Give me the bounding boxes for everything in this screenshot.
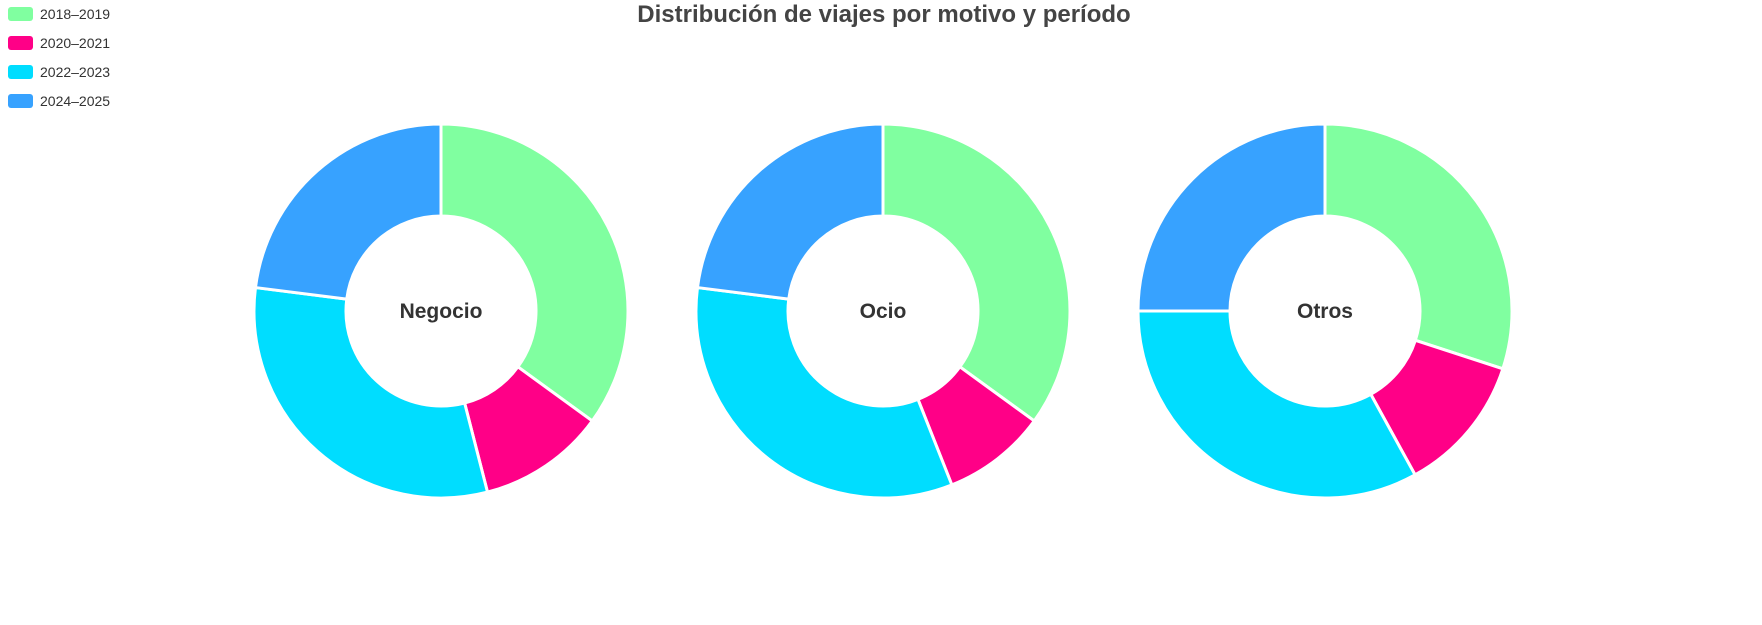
legend-item[interactable]: 2022–2023 — [8, 64, 110, 80]
donut-slice[interactable] — [695, 122, 885, 301]
legend-label: 2024–2025 — [40, 93, 110, 109]
donut-slice[interactable] — [252, 286, 490, 500]
donut-slice[interactable] — [1323, 122, 1514, 371]
donut-slice[interactable] — [1136, 309, 1417, 500]
donut-center-label: Negocio — [400, 300, 483, 323]
donut-otros: Otros — [1136, 122, 1514, 500]
donut-ocio: Ocio — [694, 122, 1072, 500]
donut-negocio: Negocio — [252, 122, 630, 500]
donut-center-label: Ocio — [860, 300, 907, 323]
legend-label: 2020–2021 — [40, 35, 110, 51]
legend-swatch — [8, 65, 33, 79]
legend-item[interactable]: 2020–2021 — [8, 35, 110, 51]
legend-item[interactable]: 2018–2019 — [8, 6, 110, 22]
donut-slice[interactable] — [694, 286, 954, 500]
legend: 2018–2019 2020–2021 2022–2023 2024–2025 — [8, 6, 110, 109]
legend-swatch — [8, 7, 33, 21]
donut-slice[interactable] — [253, 122, 443, 301]
legend-label: 2022–2023 — [40, 64, 110, 80]
donut-center-label: Otros — [1297, 300, 1353, 323]
legend-swatch — [8, 94, 33, 108]
legend-label: 2018–2019 — [40, 6, 110, 22]
legend-item[interactable]: 2024–2025 — [8, 93, 110, 109]
donut-slice[interactable] — [1136, 122, 1327, 313]
chart-title: Distribución de viajes por motivo y perí… — [637, 1, 1130, 28]
donut-slice[interactable] — [439, 122, 630, 423]
donut-slice[interactable] — [881, 122, 1072, 423]
donut-charts: Negocio Ocio Otros — [252, 122, 1514, 500]
legend-swatch — [8, 36, 33, 50]
